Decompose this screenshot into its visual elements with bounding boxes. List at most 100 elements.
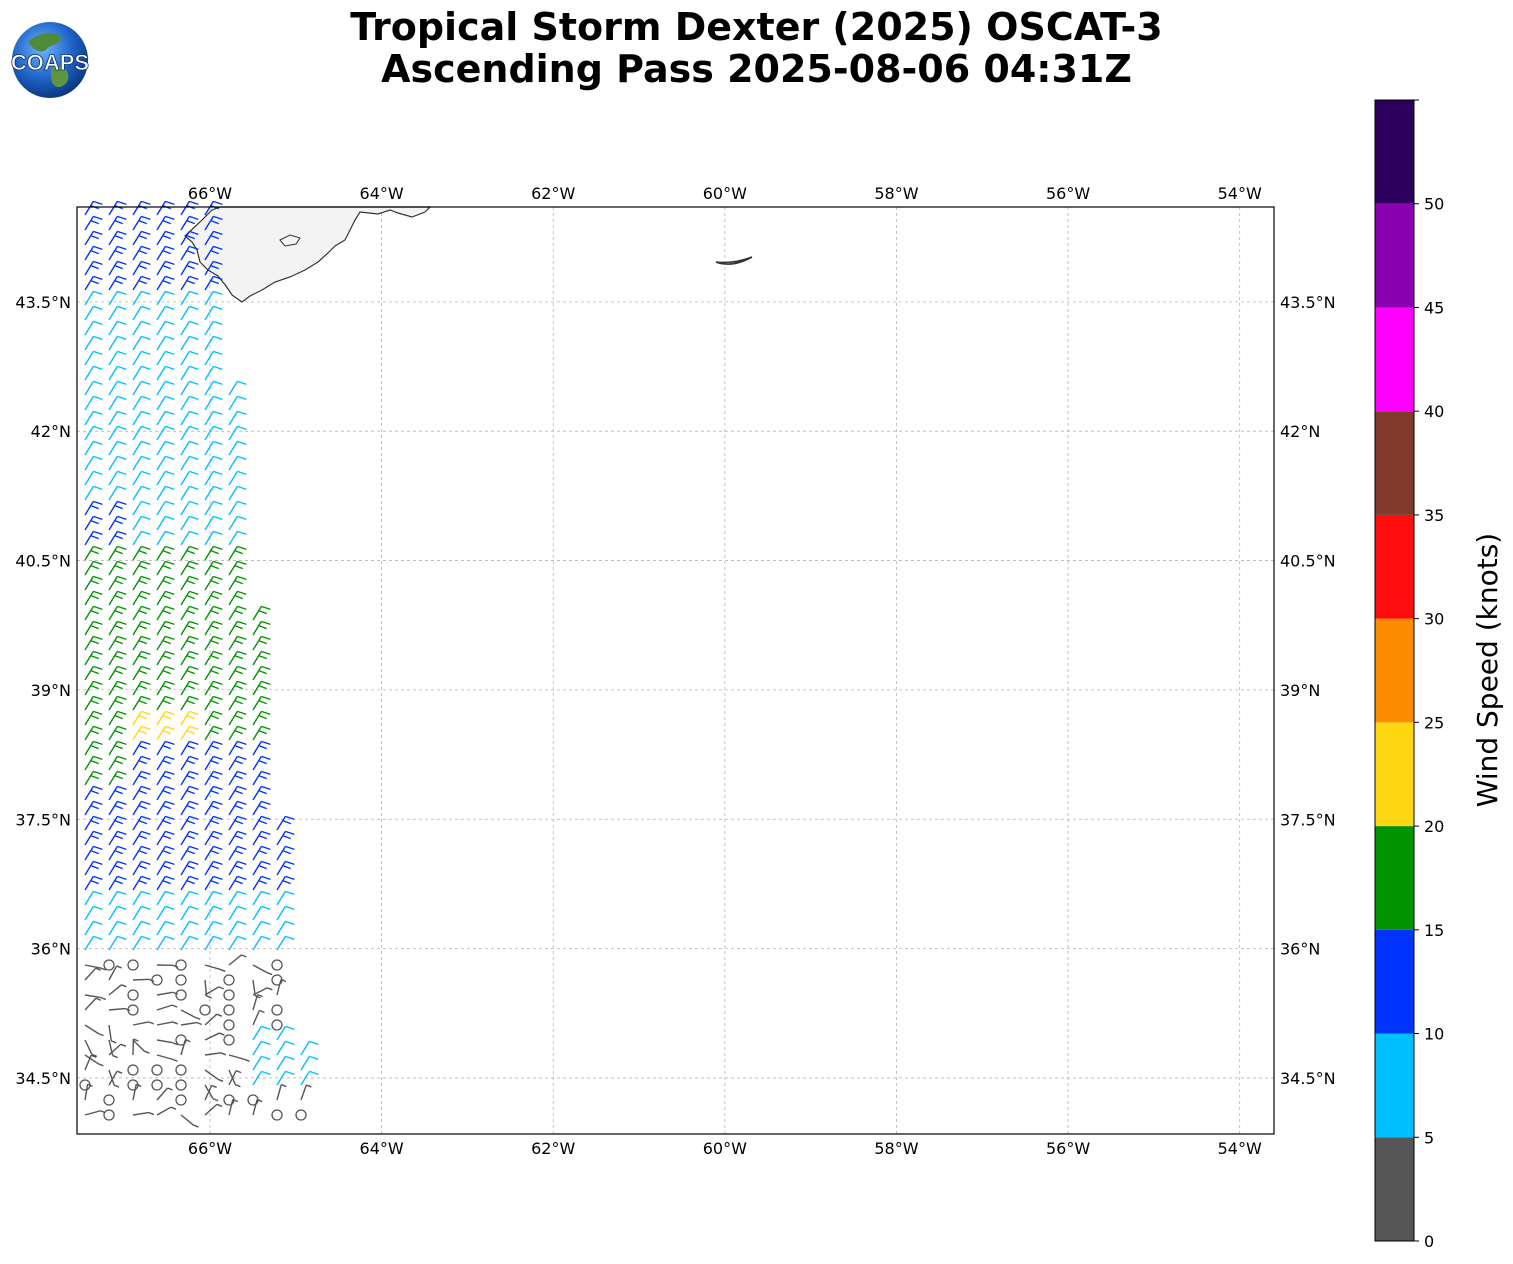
wind-barb [180,515,199,531]
wind-barb [84,1083,93,1101]
wind-barb [132,1021,154,1026]
wind-barb [108,984,127,996]
wind-barb [108,710,127,726]
wind-barb [156,1039,179,1046]
wind-barb [204,455,223,471]
wind-barb [180,215,199,231]
wind-barb [156,991,179,996]
wind-barb [276,830,295,846]
wind-barb [175,989,187,1001]
wind-barb [228,920,247,936]
wind-barb [252,935,271,951]
wind-barb [204,335,223,351]
wind-barb [204,515,223,531]
wind-barb [84,920,103,936]
wind-barb [204,215,223,231]
wind-barb [276,845,295,861]
wind-barb [180,830,199,846]
wind-barb [127,959,139,971]
wind-barb [108,665,127,681]
wind-barb [108,890,127,906]
wind-barb [132,710,151,726]
wind-barb [103,959,115,971]
wind-barb [204,245,223,261]
wind-barb [156,365,175,381]
wind-barb [175,959,187,971]
wind-barb [156,905,175,921]
wind-barb [180,770,199,786]
wind-barb [84,785,103,801]
wind-barb [204,1103,223,1116]
lat-tick-label: 39°N [1280,681,1320,700]
wind-barb [132,785,151,801]
wind-barb [108,200,127,216]
lat-tick-label: 40.5°N [15,552,71,571]
wind-barb [228,905,247,921]
wind-barb [180,875,199,891]
colorbar-bin [1375,203,1414,308]
wind-barb [84,245,103,261]
wind-barb [156,845,175,861]
wind-barb [108,1070,123,1086]
lon-tick-label: 66°W [188,1139,232,1158]
wind-barb [84,1110,106,1116]
wind-barb [84,320,103,336]
wind-barb [132,725,151,741]
wind-barb [228,500,247,516]
wind-barb [84,680,103,696]
wind-barb [175,1079,187,1091]
wind-barb [228,860,247,876]
wind-barb [84,1054,97,1071]
wind-barb [228,455,247,471]
wind-barb [252,740,271,756]
wind-barb [108,1069,120,1088]
wind-barb [108,380,127,396]
wind-barb [228,620,247,636]
wind-barb [228,545,247,561]
wind-barb [132,425,151,441]
wind-barb [180,860,199,876]
colorbar-tick-label: 40 [1424,402,1444,421]
wind-barb [108,260,127,276]
wind-barb [300,1040,319,1056]
wind-barb [84,695,103,711]
wind-barb [108,395,127,411]
wind-barb [108,515,127,531]
wind-barb [108,410,127,426]
wind-barb [108,590,127,606]
wind-barb [204,365,223,381]
wind-barb [108,935,127,951]
wind-barb [156,740,175,756]
wind-barb [108,680,127,696]
wind-barb [228,635,247,651]
wind-barb [132,515,151,531]
wind-barb [156,620,175,636]
wind-barb [252,800,271,816]
wind-barb [108,335,127,351]
wind-barb [108,740,127,756]
wind-barb [156,830,175,846]
wind-barb [228,560,247,576]
land-mass [184,206,753,303]
wind-barb [252,875,271,891]
wind-barb [252,785,271,801]
wind-barb [84,875,103,891]
wind-barb [156,410,175,426]
wind-barb [156,725,175,741]
wind-barb [84,935,103,951]
wind-barb [204,380,223,396]
wind-barb [180,605,199,621]
wind-barb [108,725,127,741]
wind-barb [156,545,175,561]
wind-barb [84,425,103,441]
wind-barb [252,665,271,681]
wind-barb [252,830,271,846]
wind-barb [132,1039,150,1054]
wind-barb [156,785,175,801]
wind-barb [180,305,199,321]
lat-tick-label: 37.5°N [15,810,71,829]
wind-barb [228,725,247,741]
wind-barb [132,380,151,396]
wind-barb [132,200,151,216]
lat-tick-label: 39°N [31,681,71,700]
